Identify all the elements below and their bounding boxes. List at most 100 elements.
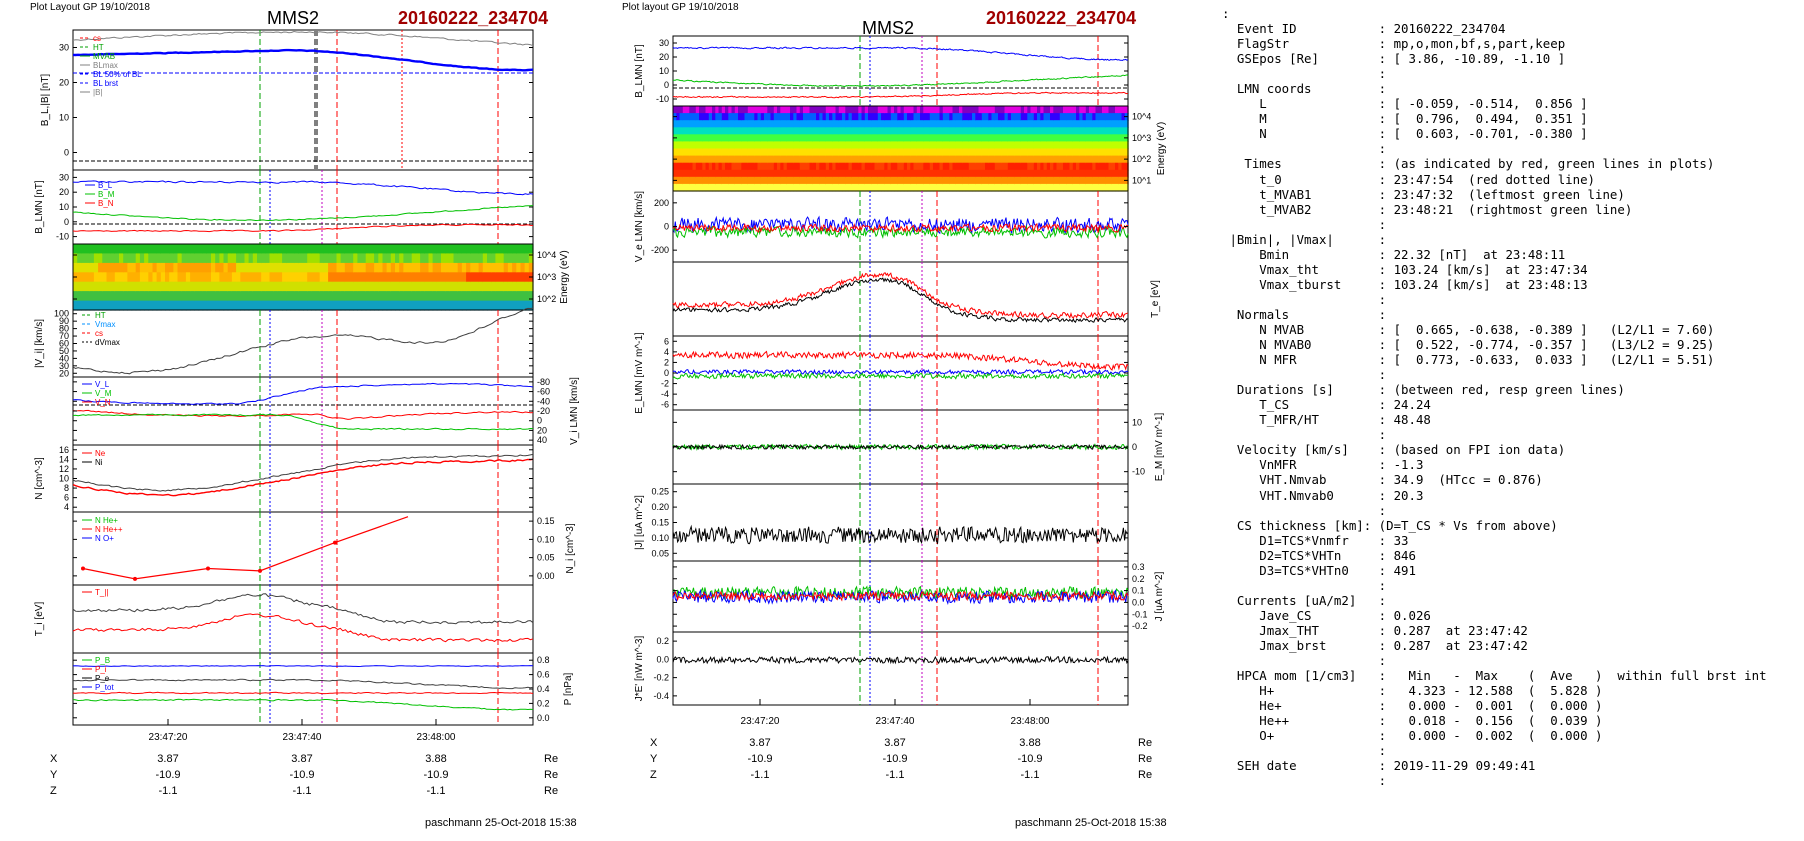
heatmap-cell: [1082, 106, 1087, 114]
heatmap-cell: [499, 291, 505, 302]
heatmap-cell: [156, 262, 162, 273]
heatmap-cell: [1115, 155, 1119, 164]
heatmap-cell: [988, 127, 993, 135]
heatmap-cell: [949, 113, 954, 121]
heatmap-cell: [1030, 155, 1035, 164]
heatmap-cell: [907, 148, 911, 157]
heatmap-cell: [864, 176, 869, 185]
heatmap-cell: [773, 162, 778, 171]
heatmap-cell: [708, 169, 713, 178]
heatmap-cell: [848, 127, 853, 135]
heatmap-cell: [845, 148, 850, 157]
heatmap-cell: [910, 148, 915, 157]
heatmap-cell: [799, 162, 804, 171]
heatmap-cell: [173, 272, 179, 283]
heatmap-cell: [981, 120, 986, 128]
heatmap-cell: [728, 120, 733, 128]
y-tick-label: 8: [64, 483, 69, 493]
heatmap-cell: [874, 183, 879, 192]
heatmap-cell: [1076, 106, 1080, 114]
heatmap-cell: [942, 183, 947, 192]
heatmap-cell: [449, 281, 455, 292]
heatmap-cell: [770, 162, 775, 171]
heatmap-cell: [796, 134, 801, 142]
heatmap-cell: [1053, 176, 1058, 185]
time-tick-label: 23:48:00: [417, 732, 456, 743]
heatmap-cell: [695, 162, 700, 171]
heatmap-cell: [786, 134, 791, 142]
heatmap-cell: [244, 244, 250, 254]
heatmap-cell: [395, 291, 400, 302]
heatmap-cell: [946, 120, 950, 128]
heatmap-cell: [219, 281, 225, 292]
heatmap-cell: [1085, 155, 1090, 164]
heatmap-cell: [913, 176, 918, 185]
heatmap-cell: [942, 106, 947, 114]
heatmap-cell: [1095, 169, 1100, 178]
heatmap-cell: [1069, 134, 1074, 142]
heatmap-cell: [119, 272, 124, 283]
heatmap-cell: [357, 244, 363, 254]
heatmap-cell: [767, 113, 772, 121]
heatmap-cell: [227, 291, 233, 302]
heatmap-cell: [887, 155, 892, 164]
heatmap-cell: [770, 155, 775, 164]
heatmap-cell: [926, 176, 931, 185]
heatmap-cell: [676, 141, 681, 150]
heatmap-cell: [73, 244, 78, 254]
heatmap-cell: [923, 106, 928, 114]
heatmap-cell: [1079, 155, 1084, 164]
heatmap-cell: [900, 106, 905, 114]
heatmap-cell: [512, 272, 517, 283]
heatmap-cell: [1082, 148, 1087, 157]
heatmap-cell: [1111, 134, 1116, 142]
y-tick-label: -40: [537, 396, 550, 406]
heatmap-cell: [1050, 162, 1054, 171]
heatmap-cell: [959, 113, 963, 121]
heatmap-cell: [946, 176, 950, 185]
heatmap-cell: [913, 120, 918, 128]
heatmap-cell: [1030, 169, 1035, 178]
heatmap-cell: [1095, 120, 1100, 128]
heatmap-cell: [1056, 120, 1061, 128]
heatmap-cell: [770, 169, 775, 178]
heatmap-cell: [1092, 141, 1097, 150]
heatmap-cell: [1063, 162, 1067, 171]
position-value: -10.9: [1017, 753, 1043, 765]
heatmap-cell: [682, 120, 687, 128]
heatmap-cell: [757, 120, 762, 128]
heatmap-cell: [695, 106, 700, 114]
heatmap-cell: [415, 272, 421, 283]
heatmap-cell: [152, 291, 158, 302]
data-point: [133, 576, 137, 581]
heatmap-cell: [949, 162, 954, 171]
heatmap-cell: [933, 176, 937, 185]
heatmap-cell: [1105, 176, 1110, 185]
heatmap-cell: [939, 148, 944, 157]
heatmap-cell: [806, 176, 811, 185]
heatmap-cell: [702, 183, 707, 192]
y-tick-label: 0.2: [537, 698, 550, 708]
heatmap-cell: [269, 281, 275, 292]
y-tick-label: 10: [59, 113, 69, 123]
heatmap-cell: [994, 148, 999, 157]
heatmap-cell: [261, 281, 266, 292]
heatmap-cell: [89, 300, 95, 311]
heatmap-cell: [773, 155, 778, 164]
heatmap-cell: [277, 244, 283, 254]
heatmap-cell: [975, 141, 980, 150]
heatmap-cell: [757, 106, 762, 114]
heatmap-cell: [712, 155, 716, 164]
heatmap-cell: [848, 120, 853, 128]
heatmap-cell: [923, 183, 928, 192]
heatmap-cell: [725, 134, 729, 142]
heatmap-cell: [528, 262, 534, 273]
heatmap-cell: [741, 183, 746, 192]
heatmap-cell: [403, 253, 409, 264]
heatmap-cell: [751, 162, 755, 171]
heatmap-cell: [1092, 113, 1097, 121]
heatmap-cell: [718, 183, 723, 192]
heatmap-cell: [173, 291, 179, 302]
info-line: VHT.Nmvab0 : 20.3: [1222, 487, 1424, 503]
heatmap-cell: [1076, 134, 1080, 142]
